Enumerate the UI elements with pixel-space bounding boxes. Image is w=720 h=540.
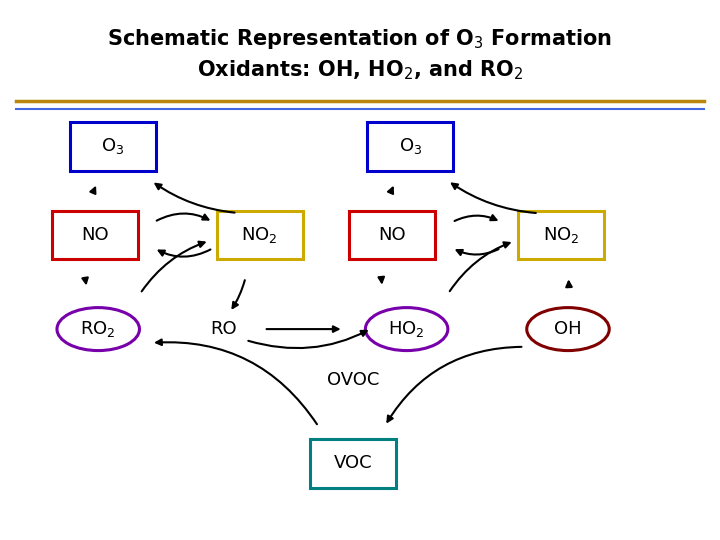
FancyBboxPatch shape (70, 122, 156, 171)
Text: O$_3$: O$_3$ (101, 137, 125, 157)
Text: NO: NO (81, 226, 109, 244)
Ellipse shape (527, 308, 609, 350)
Ellipse shape (365, 308, 448, 350)
FancyBboxPatch shape (217, 211, 302, 259)
Ellipse shape (57, 308, 140, 350)
FancyBboxPatch shape (349, 211, 436, 259)
Text: Schematic Representation of O$_3$ Formation: Schematic Representation of O$_3$ Format… (107, 27, 613, 51)
Text: VOC: VOC (333, 454, 372, 472)
Text: OVOC: OVOC (327, 371, 379, 389)
Text: NO$_2$: NO$_2$ (241, 225, 278, 245)
FancyBboxPatch shape (52, 211, 138, 259)
Text: O$_3$: O$_3$ (399, 137, 422, 157)
FancyBboxPatch shape (518, 211, 604, 259)
FancyBboxPatch shape (310, 439, 396, 488)
Text: RO: RO (210, 320, 237, 338)
Text: Oxidants: OH, HO$_2$, and RO$_2$: Oxidants: OH, HO$_2$, and RO$_2$ (197, 58, 523, 82)
Text: NO: NO (379, 226, 406, 244)
Text: RO$_2$: RO$_2$ (81, 319, 116, 339)
FancyBboxPatch shape (367, 122, 453, 171)
Text: NO$_2$: NO$_2$ (543, 225, 579, 245)
Text: HO$_2$: HO$_2$ (388, 319, 425, 339)
Text: OH: OH (554, 320, 582, 338)
